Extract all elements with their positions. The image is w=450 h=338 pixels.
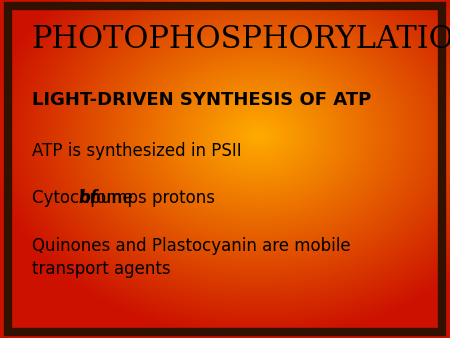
Text: Cytochrome: Cytochrome (32, 189, 138, 207)
Text: ATP is synthesized in PSII: ATP is synthesized in PSII (32, 142, 241, 160)
Text: Quinones and Plastocyanin are mobile
transport agents: Quinones and Plastocyanin are mobile tra… (32, 237, 350, 277)
Text: pumps protons: pumps protons (85, 189, 215, 207)
Text: PHOTOPHOSPHORYLATION: PHOTOPHOSPHORYLATION (32, 24, 450, 55)
Text: bf: bf (78, 189, 98, 207)
Text: LIGHT-DRIVEN SYNTHESIS OF ATP: LIGHT-DRIVEN SYNTHESIS OF ATP (32, 91, 371, 109)
